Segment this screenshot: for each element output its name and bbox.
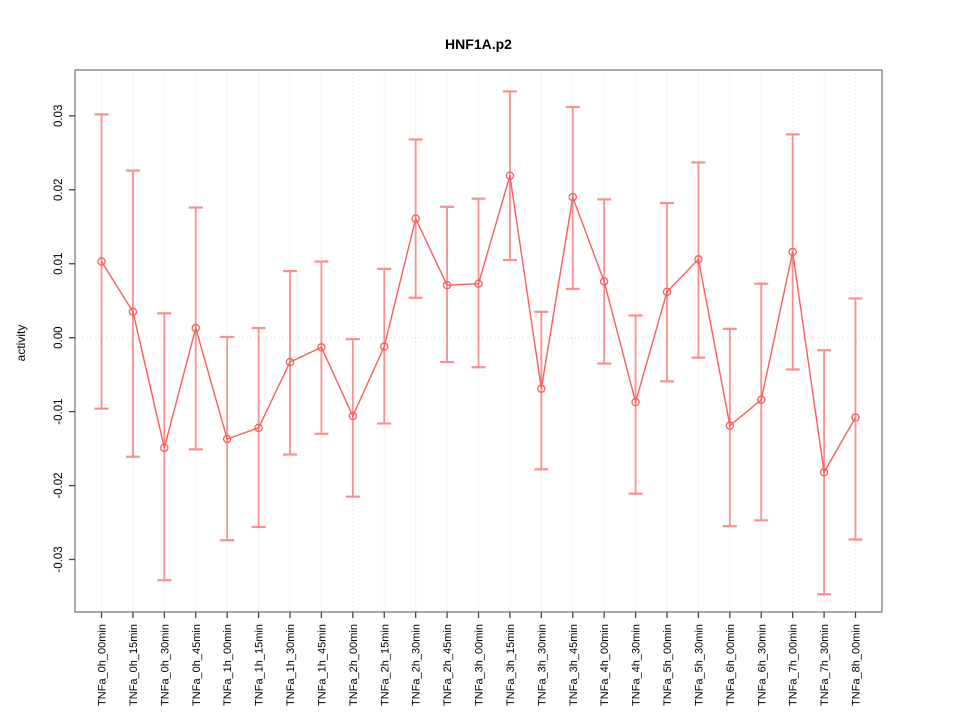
data-point xyxy=(222,434,232,444)
y-tick-label: -0.02 xyxy=(53,472,65,498)
x-tick-label: TNFa_6h_30min xyxy=(756,624,768,706)
data-point xyxy=(191,323,200,333)
x-tick-label: TNFa_3h_15min xyxy=(505,624,517,706)
x-tick-label: TNFa_3h_00min xyxy=(474,624,486,706)
x-tick-label: TNFa_2h_15min xyxy=(379,624,391,706)
x-tick-label: TNFa_2h_45min xyxy=(442,624,454,706)
data-point xyxy=(631,397,640,407)
series-line xyxy=(100,175,857,475)
x-tick-label: TNFa_2h_00min xyxy=(348,624,360,706)
x-tick-label: TNFa_0h_45min xyxy=(191,624,203,706)
y-tick-label: -0.01 xyxy=(53,399,65,425)
x-tick-label: TNFa_1h_15min xyxy=(254,624,266,706)
x-tick-label: TNFa_1h_45min xyxy=(316,624,328,706)
x-tick-label: TNFa_0h_30min xyxy=(159,624,171,706)
x-tick-label: TNFa_4h_30min xyxy=(631,624,643,706)
data-point xyxy=(128,307,138,317)
x-tick-label: TNFa_3h_30min xyxy=(536,624,548,706)
x-tick-label: TNFa_6h_00min xyxy=(725,624,737,706)
data-point xyxy=(474,279,483,288)
x-tick-label: TNFa_7h_00min xyxy=(788,624,800,706)
x-tick-label: TNFa_7h_30min xyxy=(819,624,831,706)
chart-title: HNF1A.p2 xyxy=(445,36,512,52)
data-point xyxy=(757,395,766,405)
data-point xyxy=(411,214,420,223)
data-point xyxy=(851,413,860,422)
data-point xyxy=(442,280,452,290)
x-tick-label: TNFa_5h_30min xyxy=(693,624,705,706)
x-tick-label: TNFa_5h_00min xyxy=(662,624,674,706)
data-point xyxy=(379,342,389,351)
y-tick-label: 0.00 xyxy=(53,326,65,348)
x-tick-label: TNFa_0h_15min xyxy=(128,624,140,706)
y-tick-label: 0.01 xyxy=(53,253,65,275)
x-tick-label: TNFa_0h_00min xyxy=(97,624,109,706)
data-point xyxy=(725,421,735,430)
data-point xyxy=(317,343,326,352)
x-tick-label: TNFa_8h_00min xyxy=(851,624,863,706)
data-point xyxy=(819,467,829,477)
y-tick-label: -0.03 xyxy=(53,546,65,572)
y-tick-label: 0.02 xyxy=(53,179,65,201)
data-point xyxy=(285,357,295,367)
data-point xyxy=(568,192,578,202)
data-point xyxy=(788,247,797,257)
data-point xyxy=(348,411,358,421)
data-point xyxy=(254,423,263,433)
x-tick-label: TNFa_1h_30min xyxy=(285,624,297,706)
data-point xyxy=(505,171,515,180)
x-tick-label: TNFa_3h_45min xyxy=(568,624,580,706)
data-point xyxy=(97,257,106,266)
data-point xyxy=(662,287,672,297)
data-point xyxy=(160,443,169,453)
x-tick-label: TNFa_1h_00min xyxy=(222,624,234,706)
data-point xyxy=(537,384,546,393)
data-point xyxy=(599,277,609,286)
data-point xyxy=(694,255,703,264)
y-tick-label: 0.03 xyxy=(53,105,65,127)
x-tick-label: TNFa_2h_30min xyxy=(411,624,423,706)
x-tick-label: TNFa_4h_00min xyxy=(599,624,611,706)
